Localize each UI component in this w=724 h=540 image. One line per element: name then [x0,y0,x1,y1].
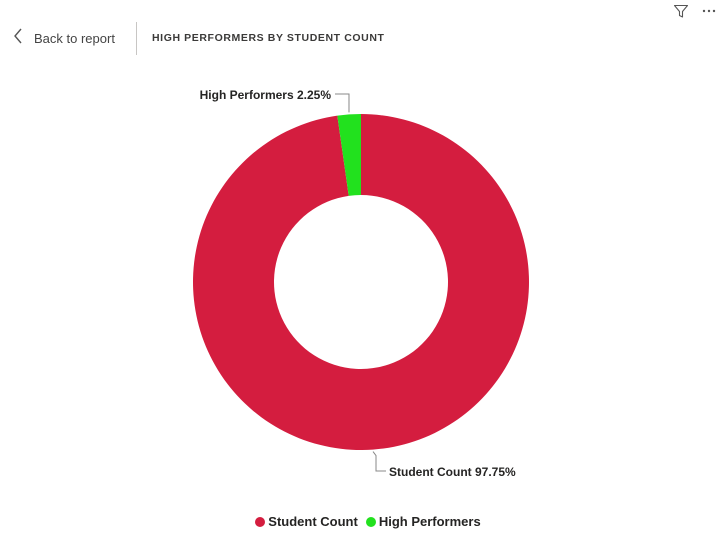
chart-legend: Student Count High Performers [0,514,724,529]
legend-label-student-count: Student Count [268,514,358,529]
visual-header-icons [672,2,718,20]
data-label-student-count-leader-line [372,451,386,472]
legend-item-student-count[interactable]: Student Count [255,514,358,529]
back-to-report-button[interactable]: Back to report [12,27,115,50]
legend-item-high-performers[interactable]: High Performers [365,514,481,529]
legend-label-high-performers: High Performers [378,514,481,529]
data-label-high-performers-leader-line [335,93,350,113]
header-divider [136,22,137,55]
filter-icon[interactable] [672,2,690,20]
slice-student-count[interactable] [193,114,530,450]
legend-dot-high-performers [365,516,376,527]
chevron-left-icon [12,27,24,50]
visual-header: Back to report HIGH PERFORMERS BY STUDEN… [0,22,724,58]
back-to-report-label: Back to report [34,31,115,46]
slice-high-performers[interactable] [337,114,361,196]
legend-dot-student-count [255,516,266,527]
data-label-high-performers: High Performers 2.25% [200,88,332,102]
more-options-icon[interactable] [700,2,718,20]
data-label-student-count: Student Count 97.75% [389,465,516,479]
page-title: HIGH PERFORMERS BY STUDENT COUNT [152,32,385,44]
